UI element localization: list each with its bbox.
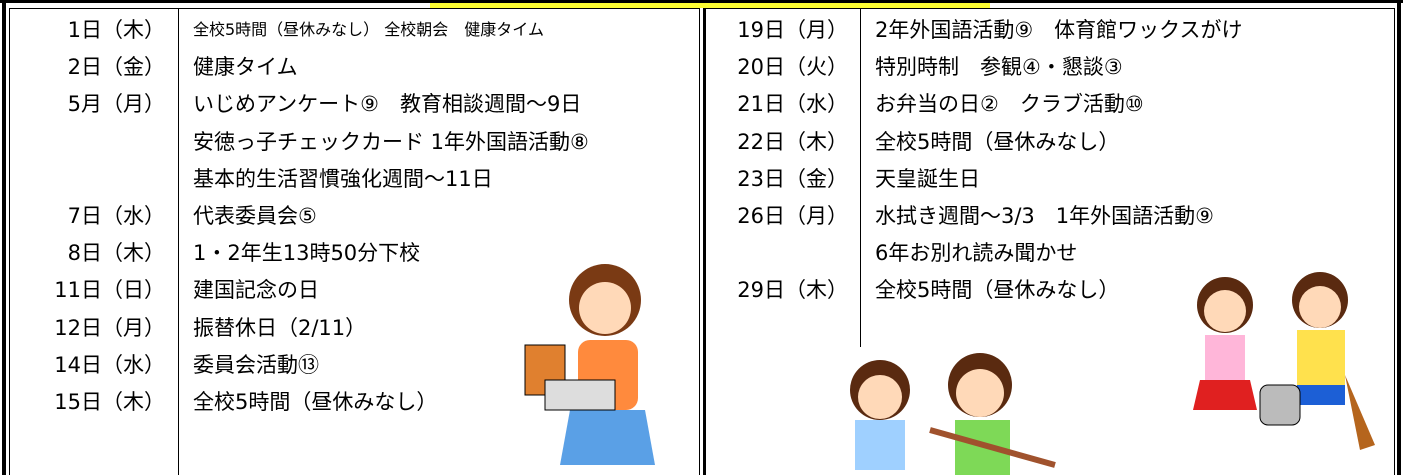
frame <box>1397 0 1401 475</box>
date: 5月（月） <box>67 92 165 117</box>
frame <box>10 8 700 9</box>
event: 6年お別れ読み聞かせ <box>875 241 1078 266</box>
frame <box>706 8 1394 9</box>
event: 全校5時間（昼休みなし） <box>875 129 1120 154</box>
date: 29日（木） <box>737 278 848 303</box>
event: いじめアンケート⑨ 教育相談週間～9日 <box>193 92 582 117</box>
frame <box>1394 8 1395 475</box>
date: 12日（月） <box>54 315 165 340</box>
date: 7日（水） <box>67 204 165 228</box>
column-divider <box>860 9 861 347</box>
date: 2日（金） <box>67 55 165 80</box>
event: 特別時制 参観④・懇談③ <box>875 55 1123 80</box>
date: 23日（金） <box>737 166 848 191</box>
event: 1・2年生13時50分下校 <box>193 241 421 266</box>
illustration <box>850 353 1056 475</box>
event: 安徳っ子チェックカード 1年外国語活動⑧ <box>193 129 589 154</box>
date: 8日（木） <box>67 241 165 266</box>
event: 振替休日（2/11） <box>193 315 367 340</box>
frame <box>699 8 700 475</box>
column-divider <box>178 9 179 475</box>
event: 建国記念の日 <box>193 278 319 303</box>
event: 全校5時間（昼休みなし） 全校朝会 健康タイム <box>193 20 544 39</box>
date: 20日（火） <box>737 55 848 80</box>
illustration <box>1193 272 1375 450</box>
event: 健康タイム <box>193 55 298 80</box>
event: 委員会活動⑬ <box>193 352 319 377</box>
event: 天皇誕生日 <box>875 166 980 191</box>
event: 2年外国語活動⑨ 体育館ワックスがけ <box>875 18 1243 42</box>
frame <box>2 0 6 475</box>
date: 1日（木） <box>67 18 165 42</box>
event: 全校5時間（昼休みなし） <box>875 278 1120 303</box>
frame <box>0 0 1403 3</box>
date: 26日（月） <box>737 204 848 228</box>
frame <box>9 8 10 475</box>
event: 基本的生活習慣強化週間～11日 <box>193 166 493 191</box>
date: 14日（水） <box>54 352 165 377</box>
date: 15日（木） <box>54 390 165 414</box>
event: お弁当の日② クラブ活動⑩ <box>875 92 1144 117</box>
event: 全校5時間（昼休みなし） <box>193 390 438 414</box>
date: 19日（月） <box>737 18 848 42</box>
date: 22日（木） <box>737 129 848 154</box>
event: 水拭き週間～3/3 1年外国語活動⑨ <box>875 204 1214 228</box>
event: 代表委員会⑤ <box>193 204 317 228</box>
date: 11日（日） <box>54 278 165 303</box>
title-highlight <box>430 0 990 8</box>
date: 21日（水） <box>737 92 848 117</box>
frame <box>703 8 706 475</box>
illustration <box>524 264 655 465</box>
